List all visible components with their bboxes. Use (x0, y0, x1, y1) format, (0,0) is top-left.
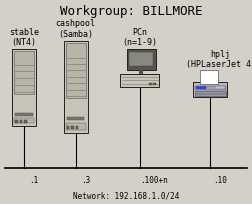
Bar (129, 52, 153, 66)
Text: PCn
(n=1-9): PCn (n=1-9) (122, 28, 157, 47)
Bar (215, 86, 225, 89)
Bar (20, 120, 22, 123)
Bar (149, 83, 151, 85)
Text: Network: 192.168.1.0/24: Network: 192.168.1.0/24 (73, 191, 179, 200)
Text: cashpool
(Samba): cashpool (Samba) (56, 19, 96, 39)
Circle shape (200, 87, 203, 89)
Bar (12, 49, 36, 126)
Bar (15, 120, 18, 123)
Bar (72, 126, 74, 129)
Bar (120, 74, 160, 87)
Bar (66, 43, 85, 98)
Bar (200, 70, 218, 84)
Text: .100+n: .100+n (140, 176, 168, 185)
Bar (67, 117, 84, 120)
Text: Workgroup: BILLMORE: Workgroup: BILLMORE (60, 5, 202, 18)
Bar (14, 51, 34, 94)
Text: .10: .10 (213, 176, 227, 185)
Circle shape (197, 87, 199, 89)
Bar (24, 120, 27, 123)
Bar (195, 86, 226, 90)
Bar (76, 126, 78, 129)
Bar (194, 82, 227, 97)
Text: .1: .1 (29, 176, 38, 185)
Circle shape (203, 87, 206, 89)
Text: hplj
(HPLaserJet 4): hplj (HPLaserJet 4) (185, 50, 252, 69)
Bar (66, 123, 85, 130)
Text: stable
(NT4): stable (NT4) (9, 28, 39, 47)
Bar (67, 126, 69, 129)
Bar (195, 91, 226, 96)
Text: .3: .3 (81, 176, 90, 185)
Bar (153, 83, 156, 85)
Bar (64, 41, 88, 133)
Bar (127, 49, 156, 70)
Bar (15, 113, 33, 116)
Bar (14, 118, 34, 123)
